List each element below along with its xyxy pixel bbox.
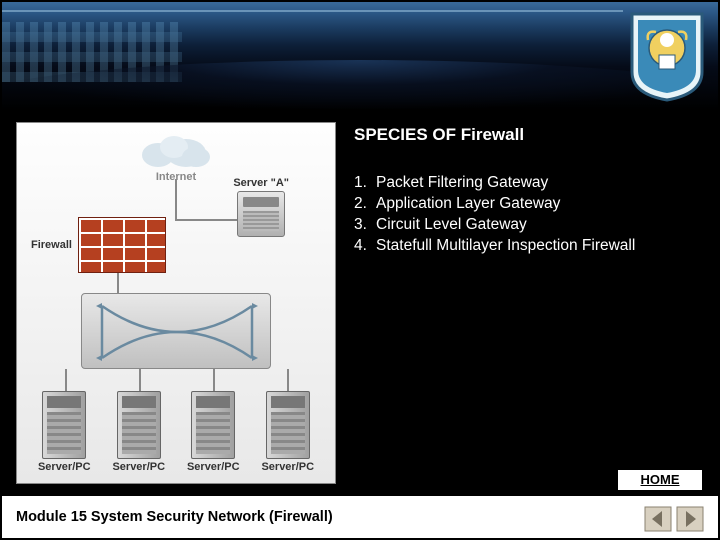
connection-line bbox=[213, 369, 215, 393]
prev-arrow-button[interactable] bbox=[644, 506, 672, 532]
species-list: 1. Packet Filtering Gateway 2. Applicati… bbox=[354, 173, 708, 257]
server-a-label: Server "A" bbox=[233, 177, 289, 189]
diagram-internet-node: Internet bbox=[136, 133, 216, 183]
list-item: 4. Statefull Multilayer Inspection Firew… bbox=[354, 236, 708, 257]
server-pc-node: Server/PC bbox=[38, 391, 91, 473]
server-tower-icon bbox=[117, 391, 161, 459]
text-panel: SPECIES OF Firewall 1. Packet Filtering … bbox=[336, 110, 718, 496]
list-text: Statefull Multilayer Inspection Firewall bbox=[376, 236, 635, 257]
server-tower-icon bbox=[191, 391, 235, 459]
diagram-bottom-servers: Server/PC Server/PC Server/PC Server/PC bbox=[17, 391, 335, 473]
server-pc-label: Server/PC bbox=[112, 461, 165, 473]
list-text: Application Layer Gateway bbox=[376, 194, 560, 215]
firewall-brick-icon bbox=[78, 217, 166, 273]
list-text: Packet Filtering Gateway bbox=[376, 173, 548, 194]
connection-line bbox=[175, 179, 177, 221]
page-title: SPECIES OF Firewall bbox=[354, 125, 708, 145]
diagram-server-a-node: Server "A" bbox=[233, 177, 289, 237]
connection-line bbox=[175, 219, 239, 221]
server-tower-icon bbox=[266, 391, 310, 459]
server-tower-icon bbox=[42, 391, 86, 459]
tut-wuri-handayani-logo bbox=[628, 10, 706, 102]
server-icon bbox=[237, 191, 285, 237]
list-number: 3. bbox=[354, 215, 376, 236]
connection-line bbox=[65, 369, 67, 393]
server-pc-label: Server/PC bbox=[38, 461, 91, 473]
nav-arrows bbox=[644, 506, 704, 532]
server-pc-node: Server/PC bbox=[112, 391, 165, 473]
list-item: 2. Application Layer Gateway bbox=[354, 194, 708, 215]
footer-text: Module 15 System Security Network (Firew… bbox=[16, 509, 333, 525]
footer-bar: Module 15 System Security Network (Firew… bbox=[2, 496, 718, 538]
next-arrow-button[interactable] bbox=[676, 506, 704, 532]
server-pc-label: Server/PC bbox=[187, 461, 240, 473]
connection-line bbox=[139, 369, 141, 393]
header-band bbox=[2, 2, 718, 110]
server-pc-label: Server/PC bbox=[261, 461, 314, 473]
header-accent-line bbox=[2, 10, 623, 12]
server-pc-node: Server/PC bbox=[261, 391, 314, 473]
server-pc-node: Server/PC bbox=[187, 391, 240, 473]
connection-line bbox=[287, 369, 289, 393]
home-button[interactable]: HOME bbox=[618, 470, 702, 490]
list-number: 4. bbox=[354, 236, 376, 257]
diagram-switch-node bbox=[81, 293, 271, 369]
list-number: 1. bbox=[354, 173, 376, 194]
firewall-label: Firewall bbox=[31, 239, 72, 251]
list-item: 3. Circuit Level Gateway bbox=[354, 215, 708, 236]
diagram-firewall-node: Firewall bbox=[31, 217, 166, 273]
content-area: Internet Server "A" Firewall bbox=[2, 110, 718, 496]
list-number: 2. bbox=[354, 194, 376, 215]
slide-frame: Internet Server "A" Firewall bbox=[0, 0, 720, 540]
firewall-network-diagram: Internet Server "A" Firewall bbox=[16, 122, 336, 484]
list-item: 1. Packet Filtering Gateway bbox=[354, 173, 708, 194]
list-text: Circuit Level Gateway bbox=[376, 215, 527, 236]
